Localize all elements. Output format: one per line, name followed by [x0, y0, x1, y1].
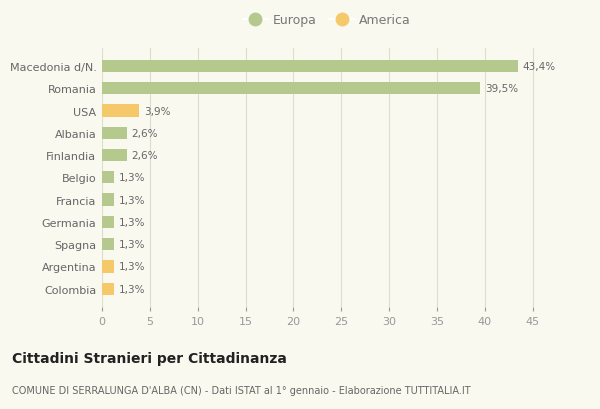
Text: 1,3%: 1,3% — [119, 262, 146, 272]
Text: Cittadini Stranieri per Cittadinanza: Cittadini Stranieri per Cittadinanza — [12, 351, 287, 365]
Text: 43,4%: 43,4% — [523, 62, 556, 72]
Bar — [102, 194, 115, 206]
Text: 1,3%: 1,3% — [119, 284, 146, 294]
Bar — [102, 150, 127, 162]
Text: 2,6%: 2,6% — [131, 128, 158, 139]
Bar — [102, 105, 139, 117]
Bar — [102, 283, 115, 295]
Bar — [102, 127, 127, 139]
Legend: Europa, America: Europa, America — [238, 9, 416, 32]
Bar — [102, 216, 115, 229]
Bar — [102, 261, 115, 273]
Text: 3,9%: 3,9% — [144, 106, 170, 116]
Bar — [102, 172, 115, 184]
Text: 1,3%: 1,3% — [119, 173, 146, 183]
Bar — [102, 61, 518, 73]
Text: 1,3%: 1,3% — [119, 240, 146, 249]
Bar — [102, 83, 480, 95]
Text: 1,3%: 1,3% — [119, 195, 146, 205]
Text: COMUNE DI SERRALUNGA D'ALBA (CN) - Dati ISTAT al 1° gennaio - Elaborazione TUTTI: COMUNE DI SERRALUNGA D'ALBA (CN) - Dati … — [12, 384, 470, 395]
Bar — [102, 238, 115, 251]
Text: 2,6%: 2,6% — [131, 151, 158, 161]
Text: 39,5%: 39,5% — [485, 84, 518, 94]
Text: 1,3%: 1,3% — [119, 217, 146, 227]
